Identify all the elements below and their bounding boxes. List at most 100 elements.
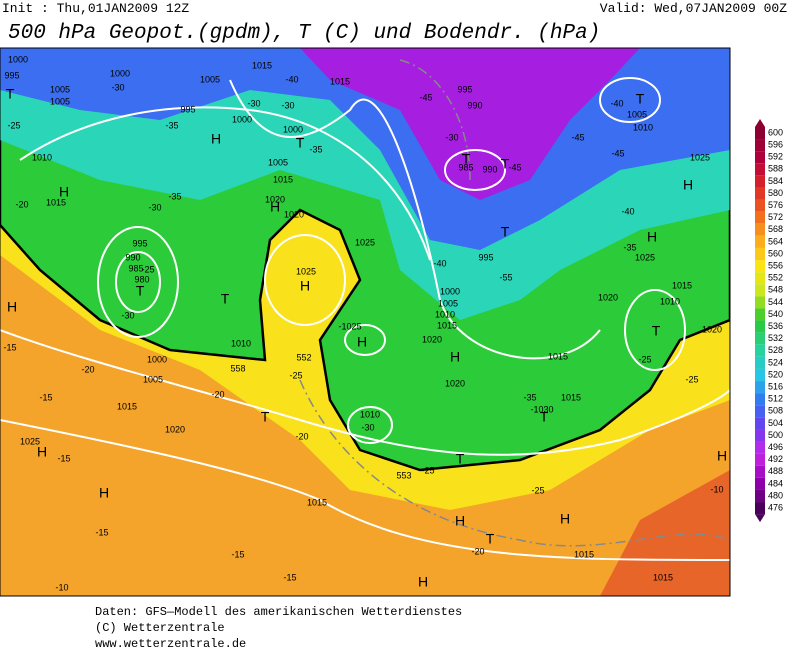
contour-label: -25 [141,264,154,274]
init-time: Init : Thu,01JAN2009 12Z [2,1,189,16]
pressure-center: H [418,574,428,590]
colorbar-swatch [755,344,765,357]
colorbar-label: 548 [768,285,783,295]
contour-label: -25 [531,485,544,495]
colorbar-swatch [755,187,765,200]
contour-label: 1015 [46,197,66,207]
contour-label: -30 [281,100,294,110]
colorbar-swatch [755,163,765,176]
contour-label: -20 [211,389,224,399]
contour-label: 1015 [437,320,457,330]
map-title: 500 hPa Geopot.(gpdm), T (C) und Bodendr… [8,22,600,45]
pressure-center: H [7,299,17,315]
contour-label: 1015 [561,392,581,402]
colorbar-swatch [755,465,765,478]
contour [344,324,386,356]
coast [299,379,730,547]
colorbar-swatch [755,429,765,442]
contour-label: 995 [4,70,19,80]
contour-label: -30 [111,82,124,92]
contour-label: 1015 [307,497,327,507]
pressure-center: H [357,334,367,350]
contour-label: 1015 [574,549,594,559]
contour-label: -35 [309,144,322,154]
colorbar-label: 476 [768,502,783,512]
contour [19,106,431,261]
colorbar-label: 572 [768,212,783,222]
colorbar-label: 504 [768,418,783,428]
contour-label: 995 [180,104,195,114]
contour [115,251,161,313]
contour-label: 1025 [690,152,710,162]
valid-time: Valid: Wed,07JAN2009 00Z [600,1,787,16]
contour-label: 1005 [50,84,70,94]
pressure-center: T [136,283,145,299]
pressure-center: T [540,409,549,425]
contour-label: 990 [482,164,497,174]
colorbar-label: 600 [768,127,783,137]
colorbar-swatch [755,139,765,152]
map-labels: 1000 995 T -25 1005 1005 1000 -30 1005 1015 -40 -30… [3,54,727,592]
contour-label: 1010 [231,338,251,348]
contour-label: 1010 [32,152,52,162]
contour-label: -30 [148,202,161,212]
contour-label: 1025 [355,237,375,247]
contour-label: 1025 [296,266,316,276]
contour-label: 980 [134,274,149,284]
colorbar-label: 592 [768,152,783,162]
contour-label: -40 [621,206,634,216]
footer: Daten: GFS—Modell des amerikanischen Wet… [95,605,462,648]
colorbar-swatch [755,284,765,297]
contour-label: 1005 [438,298,458,308]
contour-label: -10 [710,484,723,494]
colorbar-swatch [755,296,765,309]
contour [97,226,179,338]
colorbar-swatch [755,381,765,394]
pressure-center: H [560,511,570,527]
pressure-center: H [270,199,280,215]
colorbar-swatch [755,453,765,466]
contour-label: 985 [128,263,143,273]
colorbar-swatch [755,235,765,248]
colorbar-label: 564 [768,236,783,246]
contour-label: -25 [421,465,434,475]
pressure-center: T [462,151,471,167]
contour-label: 1020 [284,209,304,219]
colorbar-label: 508 [768,406,783,416]
colorbar-label: 488 [768,466,783,476]
contour-label: -45 [611,148,624,158]
colorbar: 600 596 592 588 584 580 576 572 568 564 560 556 552 5… [755,118,783,523]
colorbar-label: 528 [768,345,783,355]
footer-line: www.wetterzentrale.de [95,637,246,648]
pressure-center: H [99,485,109,501]
colorbar-swatch [755,441,765,454]
contour-label: 1005 [143,374,163,384]
contour-label: 1010 [660,296,680,306]
contour-label: -20 [471,546,484,556]
pressure-center: T [261,409,270,425]
contour-label: 990 [467,100,482,110]
contour-label: 1010 [633,122,653,132]
contour-label: -40 [610,98,623,108]
pressure-center: H [450,349,460,365]
contour-label: 1015 [273,174,293,184]
contour-label: -55 [499,272,512,282]
contour-label: 1015 [548,351,568,361]
colorbar-label: 512 [768,394,783,404]
contour-label: -15 [39,392,52,402]
pressure-center: T [486,531,495,547]
pressure-center: H [717,448,727,464]
pressure-center: H [300,278,310,294]
contour-label: -1030 [530,404,553,414]
contour-label: 1005 [627,109,647,119]
contour-label: 553 [396,470,411,480]
pressure-center: T [6,86,15,102]
contour-label: 990 [125,252,140,262]
pressure-center: H [37,444,47,460]
colorbar-label: 536 [768,321,783,331]
pressure-center: T [636,91,645,107]
colorbar-label: 480 [768,490,783,500]
pressure-center: H [455,513,465,529]
colorbar-label: 496 [768,442,783,452]
colorbar-label: 484 [768,478,783,488]
